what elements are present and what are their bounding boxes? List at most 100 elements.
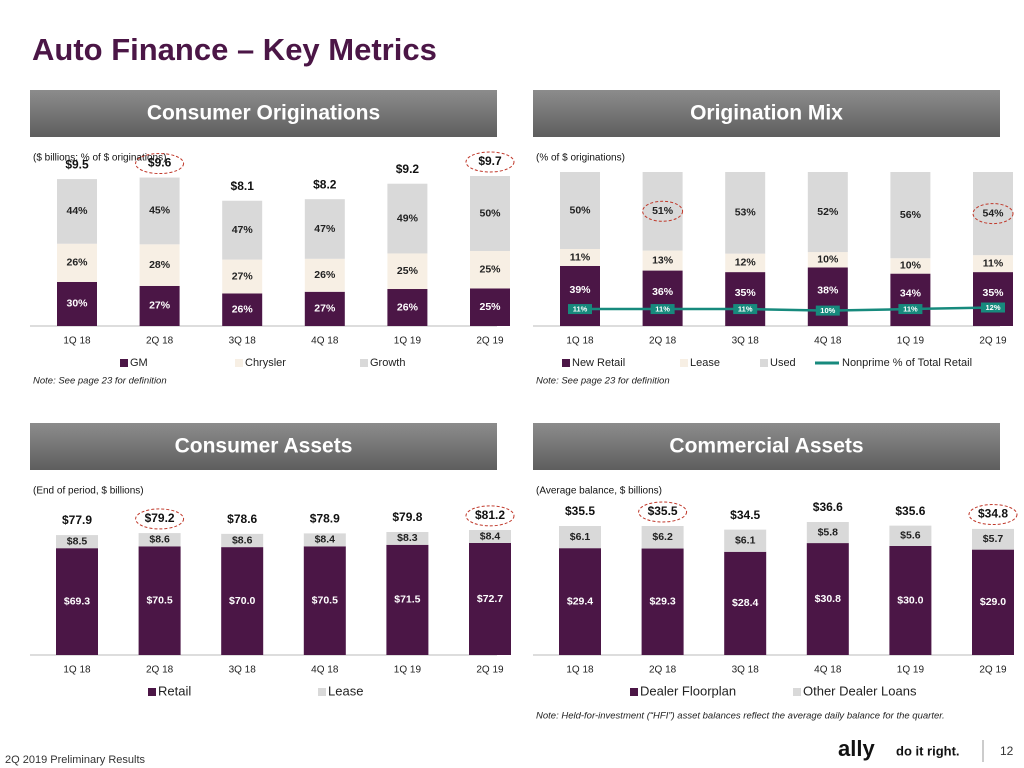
value-label: 13% <box>652 254 674 266</box>
value-label: 35% <box>982 287 1004 299</box>
line-label-box <box>981 302 1005 313</box>
value-label: 54% <box>982 207 1004 219</box>
value-label: 49% <box>397 212 419 224</box>
value-label: 26% <box>314 269 336 281</box>
bar-segment <box>807 267 848 326</box>
x-tick-label: 3Q 18 <box>732 665 760 676</box>
x-tick-label: 2Q 18 <box>649 665 677 676</box>
bar-segment <box>973 272 1013 326</box>
bar-segment <box>972 549 1014 655</box>
total-label: $8.2 <box>313 177 337 191</box>
legend-swatch <box>562 359 570 367</box>
bar-segment <box>222 200 263 260</box>
total-label: $81.2 <box>475 508 505 522</box>
value-label: $28.4 <box>732 597 758 609</box>
line-label-box <box>898 304 923 315</box>
bar-segment <box>559 548 601 655</box>
value-label: 25% <box>479 301 501 313</box>
bar-segment <box>470 288 510 326</box>
value-label: $6.1 <box>735 534 756 546</box>
panel-title: Consumer Assets <box>175 435 353 458</box>
bar-segment <box>57 243 97 282</box>
panel-subtitle: (End of period, $ billions) <box>33 486 144 497</box>
legend-swatch <box>793 688 801 696</box>
highlight-ring <box>465 151 515 173</box>
value-label: $29.4 <box>567 595 593 607</box>
bar-segment <box>806 522 849 544</box>
footer: 2Q 2019 Preliminary Results <box>5 754 146 766</box>
value-label: $29.3 <box>649 596 675 608</box>
panel-subtitle: (Average balance, $ billions) <box>536 486 662 497</box>
total-label: $35.5 <box>648 504 678 518</box>
legend-label: Chrysler <box>245 357 286 369</box>
value-label: $6.1 <box>570 531 591 543</box>
value-label: 51% <box>652 205 674 217</box>
total-label: $78.6 <box>227 512 257 526</box>
value-label: $8.4 <box>480 530 501 542</box>
legend-label: Other Dealer Loans <box>803 683 917 698</box>
value-label: 25% <box>397 265 419 277</box>
total-label: $35.6 <box>895 504 925 518</box>
total-label: $8.1 <box>231 179 255 193</box>
bar-segment <box>386 544 429 655</box>
x-tick-label: 2Q 18 <box>146 665 174 676</box>
value-label: 35% <box>735 287 757 299</box>
panel-header <box>533 423 1000 470</box>
x-tick-label: 1Q 18 <box>566 665 594 676</box>
x-tick-label: 1Q 18 <box>63 665 91 676</box>
slide-title: Auto Finance – Key Metrics <box>32 32 437 67</box>
bar-segment <box>642 250 683 271</box>
bar-segment <box>57 179 97 244</box>
value-label: 25% <box>479 264 501 276</box>
legend-label: Growth <box>370 357 405 369</box>
value-label: 11% <box>983 257 1004 269</box>
bar-segment <box>641 525 684 549</box>
legend-swatch <box>318 688 326 696</box>
value-label: $69.3 <box>64 595 90 607</box>
total-label: $79.8 <box>392 510 422 524</box>
bar-segment <box>469 530 511 543</box>
total-label: $36.6 <box>813 500 843 514</box>
value-label: 28% <box>149 259 171 271</box>
note: Note: See page 23 for definition <box>33 376 167 387</box>
legend-label: Lease <box>328 683 363 698</box>
value-label: $70.5 <box>146 594 172 606</box>
bar-segment <box>641 548 684 655</box>
x-tick-label: 1Q 19 <box>897 665 925 676</box>
value-label: $8.5 <box>67 535 88 547</box>
total-label: $9.2 <box>396 162 420 176</box>
value-label: 12% <box>735 257 757 269</box>
bar-segment <box>973 172 1013 256</box>
bar-segment <box>221 533 264 548</box>
bar-segment <box>560 249 600 266</box>
bar-segment <box>139 177 180 245</box>
value-label: 50% <box>479 207 501 219</box>
value-label: $29.0 <box>980 596 1006 608</box>
value-label: 56% <box>900 209 922 221</box>
bar-segment <box>560 265 600 326</box>
value-label: $5.7 <box>983 533 1004 545</box>
line-value-label: 11% <box>573 305 588 314</box>
bar-segment <box>56 548 98 655</box>
bar-segment <box>807 252 848 268</box>
legend-swatch <box>630 688 638 696</box>
line-label-box <box>815 305 840 316</box>
legend-label: Used <box>770 357 796 369</box>
line-value-label: 11% <box>655 305 670 314</box>
value-label: 39% <box>569 284 591 296</box>
x-tick-label: 2Q 18 <box>649 336 677 347</box>
value-label: 26% <box>232 303 254 315</box>
legend-label: GM <box>130 357 148 369</box>
value-label: 47% <box>232 224 254 236</box>
x-tick-label: 4Q 18 <box>311 665 339 676</box>
bar-segment <box>387 289 428 326</box>
bar-segment <box>889 525 932 546</box>
bar-segment <box>470 176 510 251</box>
x-tick-label: 1Q 19 <box>394 336 422 347</box>
value-label: 52% <box>817 206 839 218</box>
bar-segment <box>890 172 931 259</box>
bar-segment <box>387 253 428 290</box>
bar-segment <box>724 529 767 552</box>
bar-segment <box>973 255 1013 273</box>
